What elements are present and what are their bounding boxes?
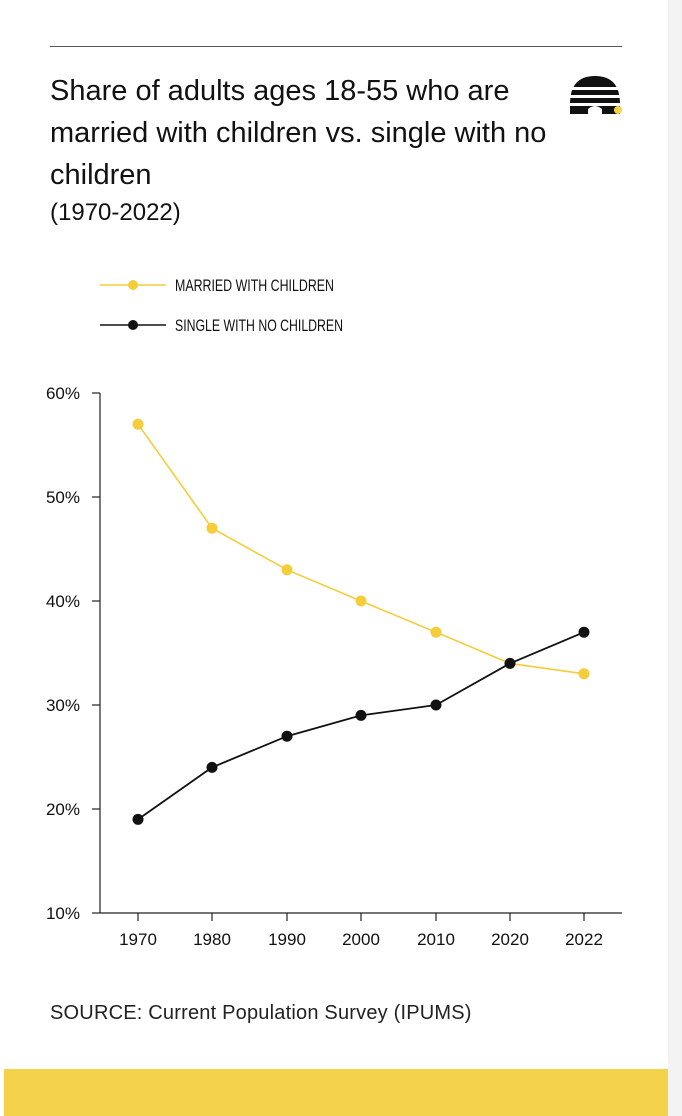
data-point [355,709,367,721]
y-tick-label: 10% [46,904,80,923]
legend-label: MARRIED WITH CHILDREN [175,276,334,295]
y-tick-label: 20% [46,800,80,819]
chart-title: Share of adults ages 18-55 who are marri… [50,75,547,191]
data-point [430,626,442,638]
data-point [355,595,367,607]
x-tick-label: 2022 [565,930,603,949]
chart-card [4,0,668,1116]
data-point [132,813,144,825]
series-line [137,631,585,821]
y-tick-label: 40% [46,592,80,611]
source-note: SOURCE: Current Population Survey (IPUMS… [50,1002,472,1024]
legend-marker [128,320,138,330]
series-line [137,423,585,675]
y-tick-label: 30% [46,696,80,715]
x-tick-label: 1990 [268,930,306,949]
footer-band [4,1069,668,1116]
data-point [578,626,590,638]
line-chart: MARRIED WITH CHILDREN SINGLE WITH NO CHIL… [46,276,622,949]
data-point [430,699,442,711]
x-tick-label: 2010 [417,930,455,949]
page-margin [668,0,682,1116]
legend-marker [128,280,138,290]
x-tick-label: 1980 [193,930,231,949]
legend-label: SINGLE WITH NO CHILDREN [175,316,343,335]
top-divider [50,46,622,47]
beehive-icon [568,76,622,115]
data-point [578,668,590,680]
data-point [504,657,516,669]
y-tick-label: 50% [46,488,80,507]
data-point [281,730,293,742]
y-tick-label: 60% [46,384,80,403]
data-point [281,564,293,576]
data-point [206,522,218,534]
x-tick-label: 2020 [491,930,529,949]
x-tick-label: 1970 [119,930,157,949]
x-tick-label: 2000 [342,930,380,949]
chart-subtitle: (1970-2022) [50,199,181,226]
data-point [132,418,144,430]
data-point [206,761,218,773]
